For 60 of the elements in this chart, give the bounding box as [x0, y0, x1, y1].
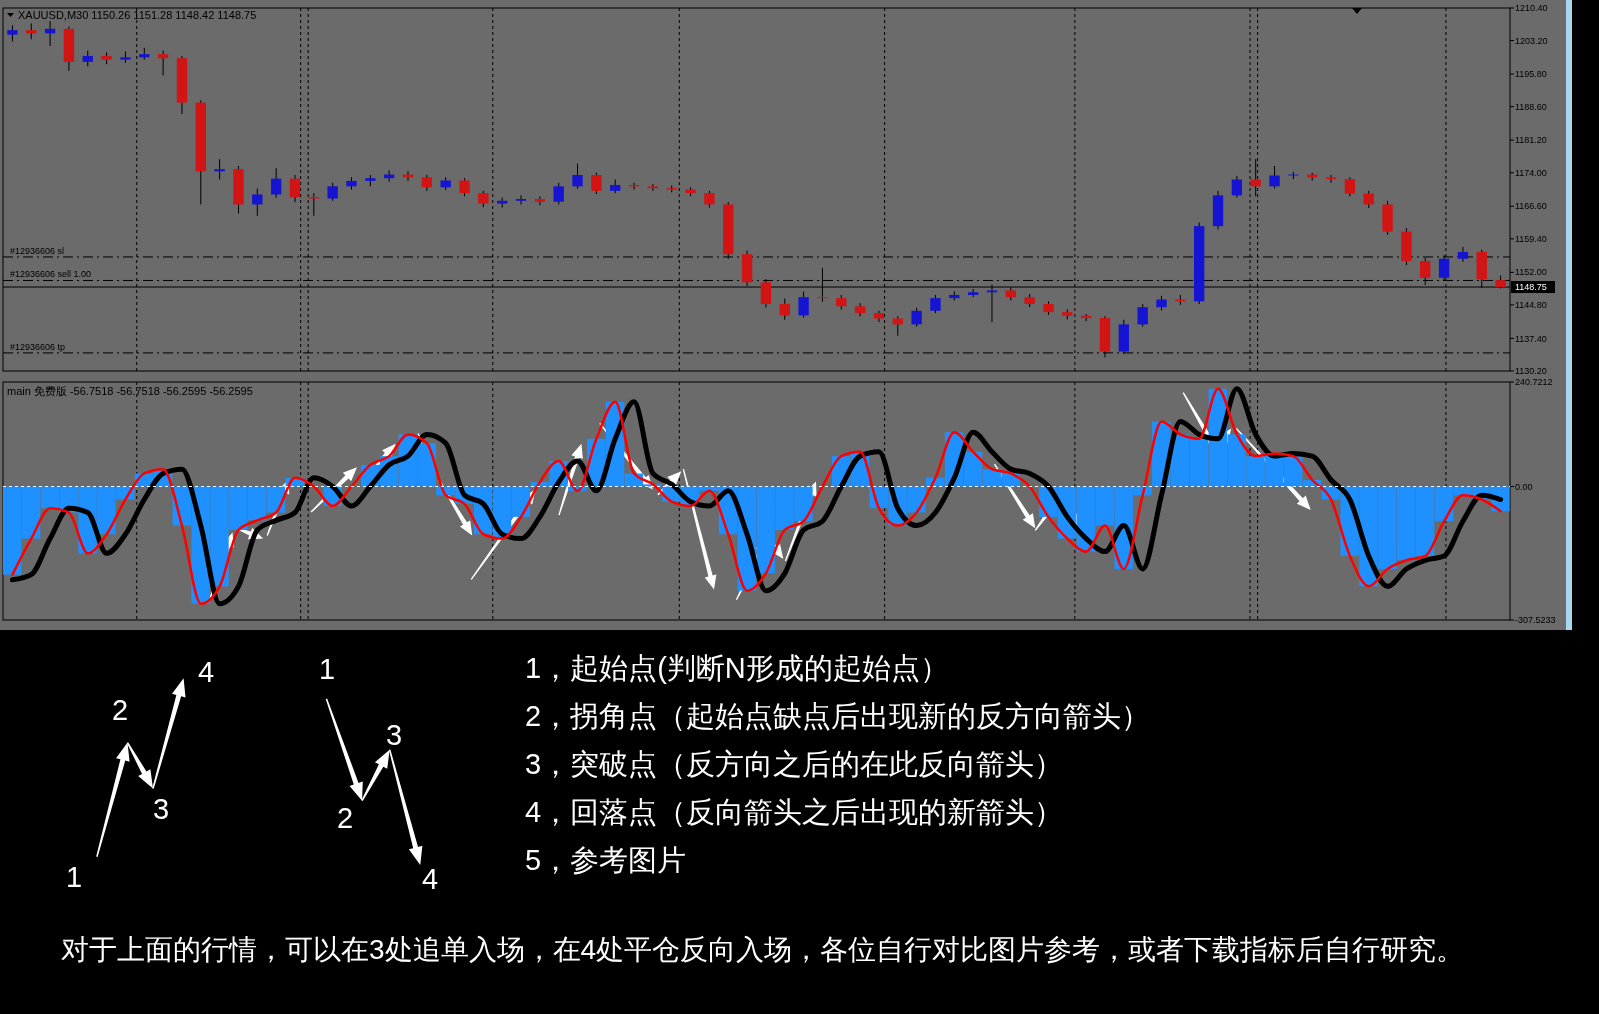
text: 对于上面的行情，可以在3处追单入场，在4处平仓反向入场，各位自行对比图片参考，或者下载指标后自行研究。 [61, 934, 1465, 965]
candlestick [930, 294, 941, 314]
candlestick [252, 188, 263, 217]
y-tick-label: 1174.00 [1515, 167, 1547, 178]
y-tick-label: -307.5233 [1515, 615, 1556, 626]
text: 1，起始点(判断N形成的起始点） [525, 652, 949, 684]
text: 2，拐角点（起始点缺点后出现新的反方向箭头） [525, 700, 1151, 732]
candlestick [270, 167, 282, 199]
text: 3 [152, 793, 170, 825]
y-tick-label: 1137.40 [1515, 333, 1547, 344]
candlestick [289, 174, 301, 203]
text: 3 [385, 719, 403, 751]
candlestick [1269, 165, 1280, 190]
candlestick [911, 307, 922, 328]
text: 4 [421, 863, 439, 895]
candlestick [779, 298, 790, 321]
candlestick [1325, 174, 1337, 184]
candlestick [459, 177, 470, 197]
candlestick [534, 195, 546, 206]
candlestick [1137, 303, 1148, 328]
y-tick-label: 1181.20 [1515, 135, 1547, 146]
y-tick-label: 1159.40 [1515, 233, 1547, 244]
y-tick-label: 1195.80 [1515, 69, 1547, 80]
chart-title: XAUUSD,M30 1150.26 1151.28 1148.42 1148.75 [18, 9, 257, 21]
y-tick-label: 1152.00 [1515, 267, 1547, 278]
text: 2 [111, 694, 129, 726]
text: 2 [336, 802, 354, 834]
candlestick [572, 163, 583, 190]
candlestick [1231, 175, 1243, 199]
candlestick [553, 182, 564, 205]
text: 4 [197, 656, 215, 688]
candlestick [214, 158, 225, 181]
y-tick-label: 0.00 [1515, 481, 1533, 492]
candlestick [515, 194, 527, 205]
y-tick-label: 1166.60 [1515, 201, 1547, 212]
text: 5，参考图片 [525, 844, 687, 876]
candlestick [308, 192, 319, 217]
text: 4，回落点（反向箭头之后出现的新箭头） [525, 796, 1064, 828]
candlestick [591, 172, 602, 195]
candlestick [892, 315, 903, 337]
candlestick [1344, 176, 1356, 197]
candlestick [157, 50, 169, 76]
ref-line-label: 1148.75 [1515, 282, 1547, 293]
y-tick-label: 1203.20 [1515, 35, 1548, 46]
chart-title: main 免费版 -56.7518 -56.7518 -56.2595 -56.2595 [7, 385, 253, 397]
ref-line-label: #12936606 sell 1.00 [10, 269, 92, 280]
ref-line-label: #12936606 sl [10, 245, 65, 256]
y-tick-label: 1144.80 [1515, 300, 1547, 311]
y-tick-label: 1188.60 [1515, 101, 1547, 112]
candlestick [647, 183, 659, 192]
y-tick-label: 240.7212 [1515, 377, 1553, 388]
text: 3，突破点（反方向之后的在此反向箭头） [525, 748, 1064, 780]
y-tick-label: 1130.20 [1515, 366, 1547, 377]
text: 1 [318, 653, 336, 685]
candlestick [854, 302, 866, 317]
ref-line-label: #12936606 tp [10, 341, 66, 352]
y-tick-label: 1210.40 [1515, 3, 1548, 14]
text: 1 [65, 861, 83, 893]
candlestick [798, 290, 809, 319]
candlestick [327, 182, 338, 202]
